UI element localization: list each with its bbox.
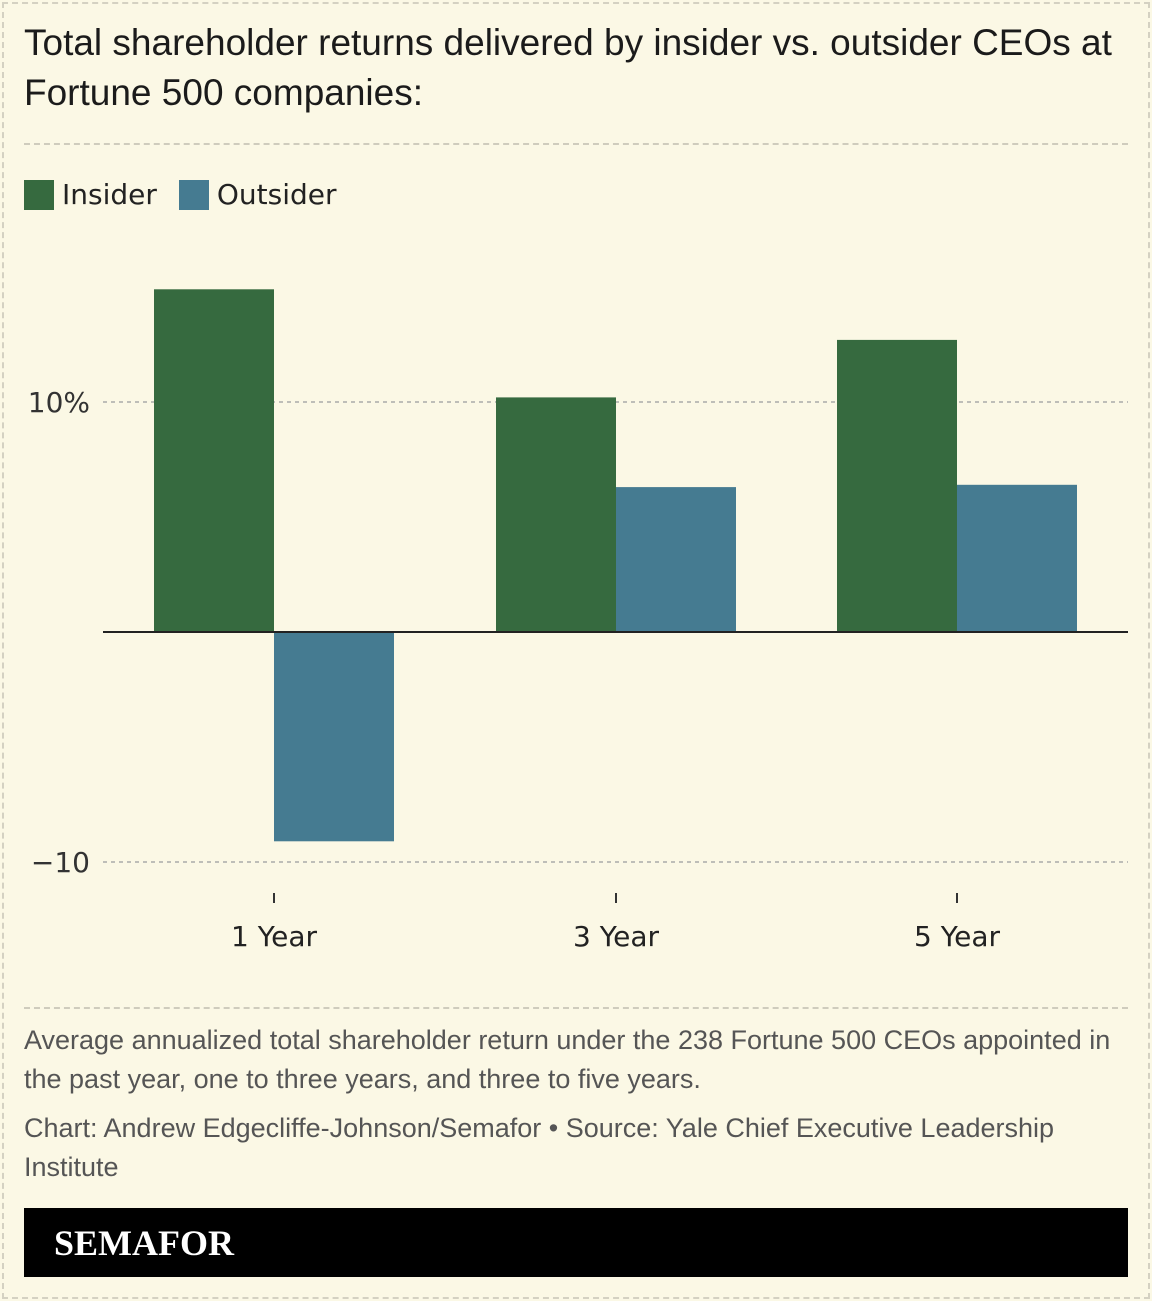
legend-label-insider: Insider xyxy=(62,178,157,211)
legend: Insider Outsider xyxy=(24,178,359,211)
bar-outsider-5-year xyxy=(957,484,1077,632)
bar-outsider-1-year xyxy=(274,632,394,842)
bar-insider-5-year xyxy=(837,339,957,632)
y-tick-label: −10 xyxy=(31,846,90,879)
x-tick-label: 1 Year xyxy=(231,920,317,953)
bar-insider-3-year xyxy=(496,397,616,632)
footer-bar: SEMAFOR xyxy=(24,1208,1128,1277)
legend-swatch-insider xyxy=(24,179,54,210)
divider xyxy=(24,143,1128,145)
semafor-logo: SEMAFOR xyxy=(54,1223,234,1263)
legend-item-insider: Insider xyxy=(24,178,157,211)
legend-label-outsider: Outsider xyxy=(216,178,337,211)
chart-title: Total shareholder returns delivered by i… xyxy=(24,22,1112,113)
legend-item-outsider: Outsider xyxy=(178,178,337,211)
y-tick-label: 10% xyxy=(28,386,90,419)
legend-swatch-outsider xyxy=(178,179,209,210)
x-tick-label: 5 Year xyxy=(914,920,1000,953)
bar-chart: 10% −10 1 Year 3 Year 5 Year xyxy=(28,289,1128,953)
chart-credit: Chart: Andrew Edgecliffe-Johnson/Semafor… xyxy=(24,1113,1055,1182)
x-tick-label: 3 Year xyxy=(573,920,659,953)
bar-outsider-3-year xyxy=(616,487,736,632)
divider xyxy=(24,1007,1128,1009)
bar-insider-1-year xyxy=(154,289,274,632)
chart-note: Average annualized total shareholder ret… xyxy=(24,1025,1111,1094)
